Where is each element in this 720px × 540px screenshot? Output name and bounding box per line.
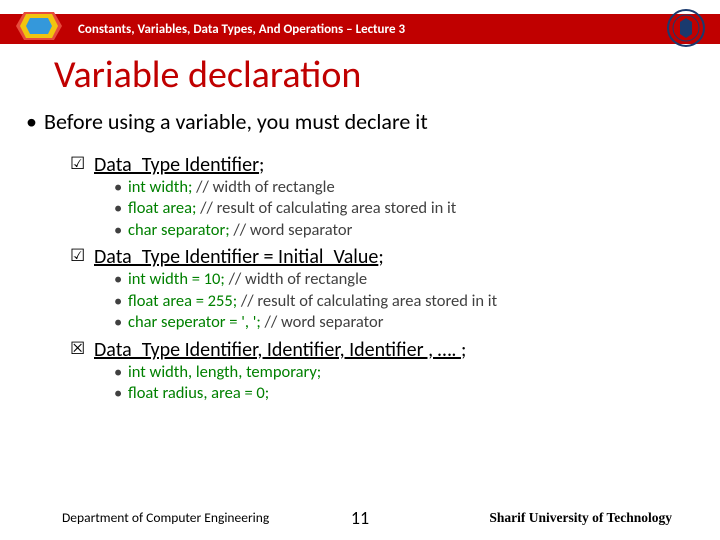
- checkbox-checked-icon: ☑: [70, 154, 85, 174]
- slide-content: Before using a variable, you must declar…: [22, 108, 698, 405]
- slide-footer: Department of Computer Engineering 11 Sh…: [0, 509, 720, 526]
- syntax-form-3: ☒ Data_Type Identifier, Identifier, Iden…: [70, 338, 698, 362]
- header-bar: Constants, Variables, Data Types, And Op…: [0, 14, 720, 44]
- syntax-form-2: ☑ Data_Type Identifier = Initial_Value;: [70, 245, 698, 269]
- checkbox-crossed-icon: ☒: [70, 339, 85, 359]
- code-example: char seperator = ', '; // word separator: [114, 312, 698, 333]
- syntax-label: Data_Type Identifier: [94, 153, 259, 177]
- institution-logo-left: [14, 4, 64, 48]
- university-label: Sharif University of Technology: [489, 510, 672, 526]
- syntax-form-1: ☑ Data_Type Identifier;: [70, 153, 698, 177]
- code-example: int width = 10; // width of rectangle: [114, 269, 698, 290]
- code-example: int width, length, temporary;: [114, 362, 698, 383]
- code-example: int width; // width of rectangle: [114, 177, 698, 198]
- code-example: float area; // result of calculating are…: [114, 198, 698, 219]
- checkbox-checked-icon: ☑: [70, 246, 85, 266]
- university-seal-icon: [666, 8, 706, 48]
- slide-title: Variable declaration: [54, 52, 361, 98]
- main-bullet: Before using a variable, you must declar…: [22, 108, 698, 135]
- header-breadcrumb: Constants, Variables, Data Types, And Op…: [78, 22, 405, 37]
- syntax-label: Data_Type Identifier = Initial_Value: [94, 245, 378, 269]
- department-label: Department of Computer Engineering: [62, 509, 269, 526]
- code-example: char separator; // word separator: [114, 220, 698, 241]
- page-number: 11: [351, 507, 369, 529]
- code-example: float radius, area = 0;: [114, 383, 698, 404]
- code-example: float area = 255; // result of calculati…: [114, 291, 698, 312]
- syntax-label: Data_Type Identifier, Identifier, Identi…: [94, 338, 461, 362]
